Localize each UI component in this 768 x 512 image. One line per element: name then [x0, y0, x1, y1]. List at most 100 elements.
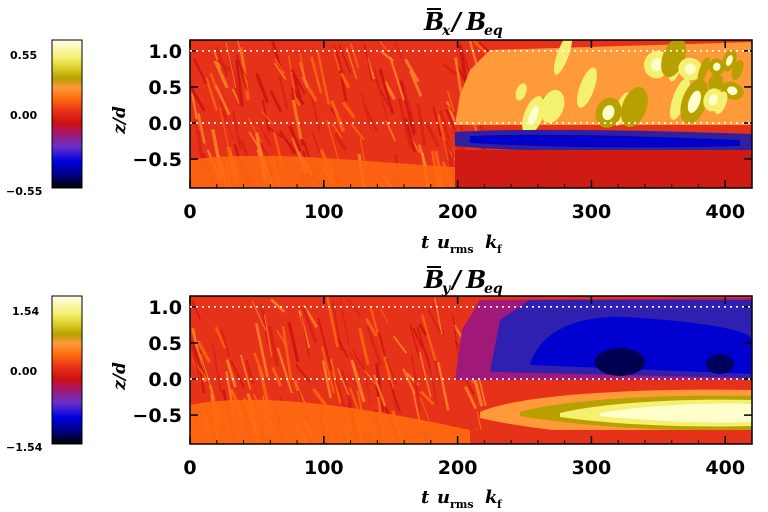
- texture-streak: [383, 80, 396, 101]
- texture-streak: [437, 114, 450, 161]
- texture-streak: [264, 314, 273, 357]
- texture-streak: [278, 75, 289, 110]
- title-bx-sub: x: [441, 23, 451, 39]
- texture-streak: [446, 90, 455, 113]
- texture-streak: [424, 122, 440, 148]
- texture-streak: [413, 377, 421, 412]
- ylabel-bx: z/d: [110, 106, 130, 135]
- texture-streak: [444, 103, 459, 118]
- texture-streak: [330, 100, 346, 133]
- x-tick-label: 400: [705, 457, 745, 479]
- reference-lines-by: [190, 306, 752, 380]
- texture-streak: [321, 360, 332, 399]
- texture-streak: [219, 99, 228, 121]
- texture-streak: [316, 50, 331, 106]
- texture-streak: [190, 85, 206, 112]
- texture-streak: [221, 110, 235, 140]
- texture-streak: [261, 111, 274, 125]
- texture-streak: [231, 88, 241, 105]
- heatmap-by-region-positive-max: [600, 403, 752, 423]
- texture-streak: [385, 120, 396, 142]
- texture-streak: [287, 321, 300, 363]
- texture-streak: [214, 46, 229, 77]
- texture-streak: [378, 68, 395, 115]
- title-by-slash: /: [450, 265, 463, 294]
- texture-streak: [419, 390, 435, 406]
- texture-streak: [338, 44, 352, 73]
- texture-streak: [219, 106, 230, 152]
- texture-streak: [281, 326, 293, 380]
- texture-streak: [410, 353, 420, 398]
- texture-streak: [235, 53, 248, 91]
- texture-streak: [393, 335, 408, 354]
- y-tick-label: −0.5: [132, 405, 182, 427]
- texture-streak: [331, 122, 343, 139]
- positive-cell: [731, 59, 744, 81]
- texture-streak: [300, 315, 310, 357]
- positive-cell-core: [725, 55, 733, 66]
- texture-streak: [213, 60, 229, 89]
- heatmap-bx-region-lower-orange: [190, 155, 470, 188]
- texture-streak: [419, 397, 430, 421]
- texture-streak: [291, 73, 302, 98]
- texture-streak: [255, 323, 269, 378]
- xlabel-bx-rms: rms: [450, 243, 474, 256]
- colorbar-by-tick-max: 1.54: [12, 305, 39, 318]
- texture-streak: [400, 80, 418, 133]
- texture-streak: [288, 125, 302, 152]
- texture-streak: [420, 314, 437, 362]
- colorbar-bx-tick-max: 0.55: [10, 49, 37, 62]
- colorbar-bx: [51, 39, 83, 189]
- positive-cell: [515, 83, 527, 101]
- texture-streak: [347, 298, 362, 317]
- x-tick-label: 300: [572, 457, 612, 479]
- texture-streak: [225, 359, 237, 388]
- texture-streak: [418, 323, 428, 336]
- positive-cell-core: [687, 90, 701, 113]
- texture-streak: [389, 56, 405, 101]
- ylabel-by: z/d: [110, 362, 130, 391]
- texture-streak: [346, 47, 358, 79]
- reference-lines-bx: [190, 50, 752, 124]
- x-tick-label: 0: [183, 457, 196, 479]
- positive-cell: [553, 40, 573, 75]
- texture-streak: [220, 329, 231, 357]
- texture-streak: [349, 43, 360, 69]
- texture-streak: [416, 103, 427, 146]
- texture-streak: [230, 360, 245, 388]
- texture-streak: [301, 306, 318, 344]
- positive-cell: [669, 77, 691, 120]
- texture-streak: [205, 77, 218, 111]
- texture-streak: [333, 132, 348, 152]
- positive-cell: [708, 73, 724, 92]
- texture-streak: [298, 61, 309, 89]
- heatmap-by-region-negative-min: [595, 348, 645, 376]
- y-tick-label: 0.0: [148, 113, 182, 135]
- axes-bx: 0 100 200 300 400 −0.5 0.0 0.5 1.0: [132, 40, 752, 223]
- heatmap-bx-region-negative-core: [470, 134, 740, 148]
- texture-streak: [248, 131, 260, 148]
- texture-streak: [326, 119, 340, 160]
- title-bx-slash: /: [450, 7, 463, 36]
- texture-streak: [276, 329, 288, 348]
- texture-streak: [358, 327, 370, 365]
- xlabel-bx: t u rms k f: [421, 232, 503, 256]
- xlabel-bx-t: t: [421, 232, 430, 253]
- texture-streak: [269, 90, 283, 113]
- texture-streak: [439, 110, 456, 158]
- texture-streak: [412, 327, 424, 349]
- heatmap-by-region-negative-min-2: [706, 354, 734, 374]
- texture-streak: [253, 352, 265, 378]
- texture-streak: [209, 441, 212, 444]
- texture-streak: [409, 323, 420, 358]
- xlabel-by-u: u: [437, 487, 450, 508]
- texture-streak: [325, 296, 339, 348]
- xlabel-bx-k: k: [485, 232, 497, 253]
- texture-streak: [360, 90, 372, 130]
- y-tick-label: 0.0: [148, 369, 182, 391]
- texture-streak: [388, 379, 402, 414]
- y-tick-label: 0.5: [148, 77, 182, 99]
- texture-streak: [197, 113, 206, 144]
- positive-cell: [540, 89, 565, 123]
- x-tick-label: 200: [438, 201, 478, 223]
